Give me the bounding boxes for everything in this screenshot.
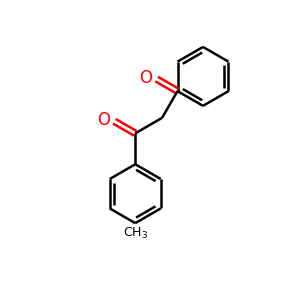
Text: O: O — [139, 69, 152, 87]
Text: O: O — [97, 111, 110, 129]
Text: CH$_3$: CH$_3$ — [123, 226, 148, 241]
